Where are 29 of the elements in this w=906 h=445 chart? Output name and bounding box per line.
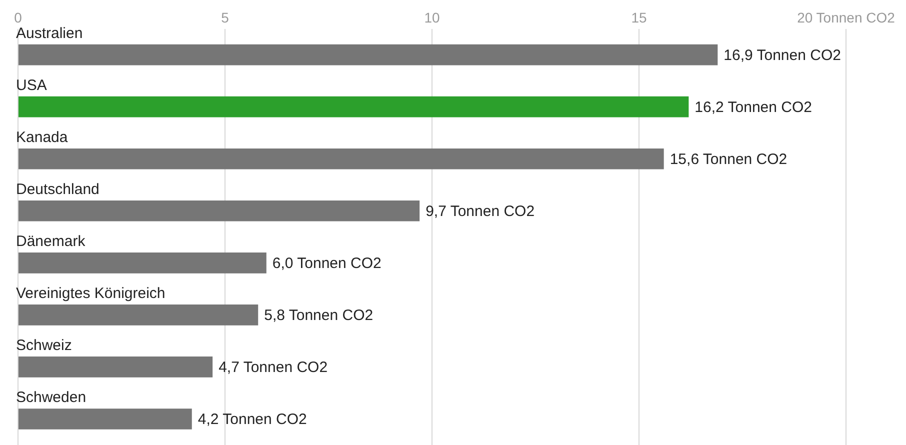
data-label: 5,8 Tonnen CO2 [264, 307, 374, 324]
y-tick-label: Vereinigtes Königreich [16, 285, 166, 302]
x-tick-label: 10 [424, 9, 440, 26]
y-tick-label: USA [16, 77, 47, 94]
y-tick-label: Dänemark [16, 233, 86, 250]
data-label: 6,0 Tonnen CO2 [272, 255, 382, 272]
bar [18, 304, 258, 326]
y-tick-label: Australien [16, 25, 83, 42]
bar [18, 148, 664, 170]
y-tick-label: Schweiz [16, 337, 72, 354]
bar [18, 408, 192, 430]
bar [18, 44, 718, 66]
data-label: 4,2 Tonnen CO2 [198, 411, 307, 428]
y-tick-label: Schweden [16, 389, 86, 406]
bar [18, 252, 266, 274]
data-label: 15,6 Tonnen CO2 [670, 151, 788, 168]
bar [18, 96, 689, 118]
data-label: 16,9 Tonnen CO2 [724, 46, 841, 64]
x-tick-label: 0 [14, 9, 22, 26]
x-tick-label: 5 [221, 9, 230, 26]
data-label: 4,7 Tonnen CO2 [218, 359, 328, 376]
bar [18, 356, 213, 378]
data-label: 9,7 Tonnen CO2 [426, 203, 535, 220]
bar [18, 200, 420, 222]
x-tick-label: 15 [631, 9, 647, 26]
y-tick-label: Kanada [16, 129, 68, 146]
data-label: 16,2 Tonnen CO2 [694, 98, 812, 116]
y-tick-label: Deutschland [16, 181, 100, 198]
x-tick-label: 20 Tonnen CO2 [797, 9, 896, 26]
